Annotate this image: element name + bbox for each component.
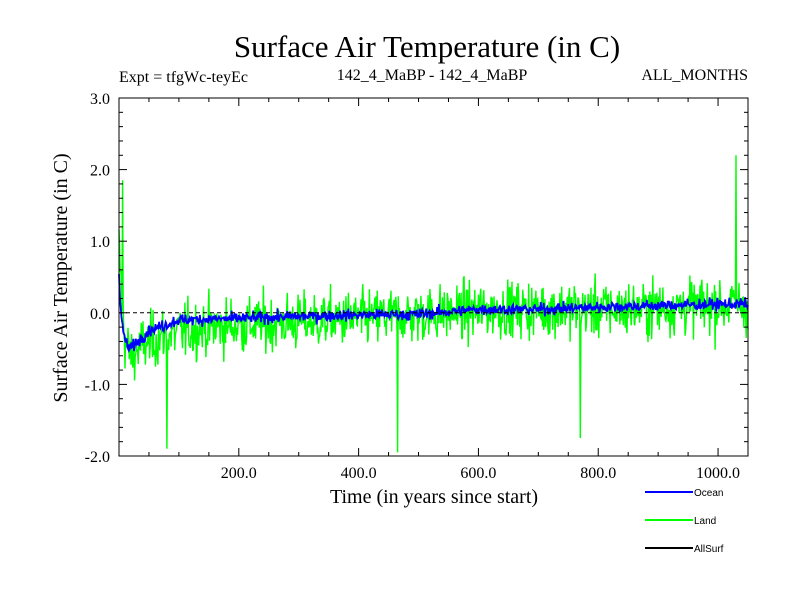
x-axis-label: Time (in years since start) <box>330 486 538 508</box>
x-tick-label: 400.0 <box>341 465 377 482</box>
legend-label-ocean: Ocean <box>694 488 723 499</box>
x-tick-label: 600.0 <box>460 465 496 482</box>
y-tick-label: -2.0 <box>85 449 110 466</box>
x-tick-label: 1000.0 <box>696 465 740 482</box>
plot-frame <box>118 97 749 457</box>
x-tick-label: 200.0 <box>221 465 257 482</box>
legend: Ocean Land AllSurf <box>645 488 724 555</box>
y-axis-label: Surface Air Temperature (in C) <box>50 153 72 402</box>
chart-subtitle-right: ALL_MONTHS <box>641 67 748 84</box>
y-tick-label: -1.0 <box>85 377 110 394</box>
y-tick-label: 1.0 <box>90 234 110 251</box>
x-tick-label: 800.0 <box>580 465 616 482</box>
chart-subtitle-center: 142_4_MaBP - 142_4_MaBP <box>337 67 528 84</box>
chart-subtitle-left: Expt = tfgWc-teyEc <box>119 69 248 86</box>
y-tick-label: 0.0 <box>90 306 110 323</box>
y-tick-label: 3.0 <box>90 91 110 108</box>
legend-label-land: Land <box>694 516 716 527</box>
chart-title: Surface Air Temperature (in C) <box>234 29 620 64</box>
legend-label-allsurf: AllSurf <box>694 544 724 555</box>
y-tick-label: 2.0 <box>90 163 110 180</box>
plot-area: 200.0 400.0 600.0 800.0 1000.0 -2.0 -1.0 0.0 1.0… <box>85 91 749 482</box>
series-ocean <box>118 273 749 354</box>
